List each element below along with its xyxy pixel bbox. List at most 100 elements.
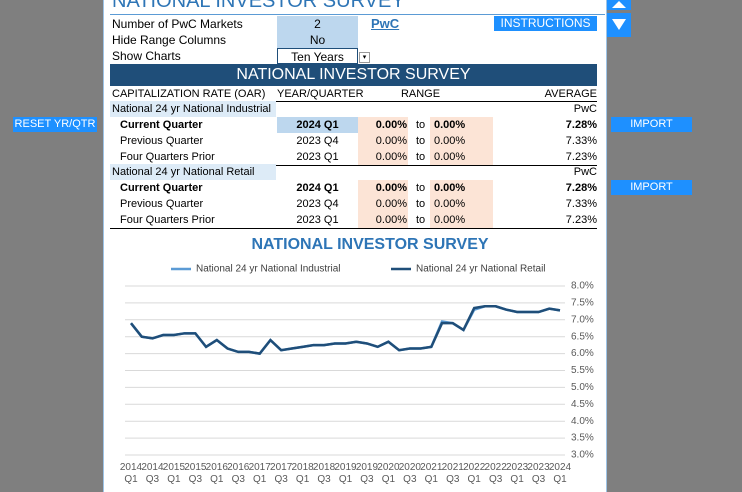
pwc-link[interactable]: PwC — [371, 16, 400, 31]
y-tick-label: 5.0% — [571, 382, 594, 393]
x-tick-label: 2016 Q1 — [205, 462, 228, 485]
y-tick-label: 7.5% — [571, 298, 594, 309]
rule — [110, 101, 597, 102]
legend-label: National 24 yr National Industrial — [196, 264, 341, 275]
setting-value[interactable]: No — [277, 32, 358, 48]
data-line — [130, 305, 561, 355]
average: 7.33% — [565, 198, 597, 210]
x-tick-label: 2019 Q3 — [355, 462, 379, 485]
y-tick-label: 3.5% — [571, 433, 594, 444]
x-tick-label: 2021 Q1 — [420, 462, 443, 485]
y-tick-label: 6.5% — [571, 331, 594, 342]
range-to: to — [416, 182, 426, 194]
setting-value[interactable]: 2 — [277, 16, 358, 32]
period[interactable]: 2024 Q1 — [277, 117, 358, 133]
period: 2023 Q4 — [296, 135, 339, 147]
period: 2023 Q1 — [296, 151, 339, 163]
x-tick-label: 2016 Q3 — [227, 462, 250, 485]
x-tick-label: 2021 Q3 — [441, 462, 464, 485]
chart: NATIONAL INVESTOR SURVEY 3.0% 3.5% 4.0% 4.5… — [125, 236, 594, 461]
x-tick-label: 2018 Q1 — [291, 462, 314, 485]
x-tick-label: 2024 Q1 — [548, 462, 572, 485]
group-name: National 24 yr National Retail — [110, 164, 276, 180]
x-tick-label: 2017 Q3 — [270, 462, 293, 485]
column-header: CAPITALIZATION RATE (OAR) — [112, 88, 266, 100]
rule — [110, 165, 597, 166]
average: 7.23% — [565, 151, 597, 163]
setting-label: Number of PwC Markets — [112, 17, 243, 31]
average: 7.28% — [565, 182, 597, 194]
rule — [110, 14, 605, 15]
scroll-buttons[interactable] — [606, 0, 632, 40]
range-high: 0.00% — [434, 135, 466, 147]
range-cell — [358, 212, 408, 228]
x-tick-label: 2020 Q3 — [398, 462, 421, 485]
range-high: 0.00% — [434, 198, 466, 210]
range-cell — [430, 149, 493, 165]
range-to: to — [416, 198, 426, 210]
chart-title: NATIONAL INVESTOR SURVEY — [251, 236, 488, 253]
average: 7.33% — [565, 135, 597, 147]
range-low: 0.00% — [375, 214, 407, 226]
group-name: National 24 yr National Industrial — [110, 101, 276, 117]
range-cell — [430, 117, 493, 133]
import-button[interactable]: IMPORT — [611, 180, 692, 195]
range-cell — [358, 149, 408, 165]
rate-label: Previous Quarter — [120, 135, 204, 147]
data-line — [130, 305, 561, 355]
y-tick-label: 3.0% — [571, 450, 594, 461]
period: 2023 Q4 — [296, 198, 339, 210]
instructions-button[interactable]: INSTRUCTIONS — [494, 16, 597, 31]
y-tick-label: 7.0% — [571, 314, 594, 325]
range-cell — [430, 196, 493, 212]
y-tick-label: 8.0% — [571, 281, 594, 292]
banner: NATIONAL INVESTOR SURVEY — [110, 64, 597, 86]
x-tick-label: 2023 Q1 — [505, 462, 529, 485]
range-cell — [358, 133, 408, 149]
range-low: 0.00% — [375, 182, 407, 194]
y-tick-label: 4.5% — [571, 399, 594, 410]
x-tick-label: 2017 Q1 — [248, 462, 271, 485]
column-header: RANGE — [400, 88, 441, 100]
dropdown-arrow: ▾ — [359, 52, 370, 63]
x-tick-label: 2015 Q3 — [184, 462, 207, 485]
group-source: PwC — [573, 166, 597, 178]
setting-label: Show Charts — [112, 49, 181, 63]
range-to: to — [416, 135, 426, 147]
rate-label: Current Quarter — [120, 119, 203, 131]
import-button[interactable]: IMPORT — [611, 117, 692, 132]
column-header: YEAR/QUARTER — [277, 88, 364, 100]
x-tick-label: 2019 Q1 — [334, 462, 357, 485]
range-cell — [358, 180, 408, 196]
x-tick-label: 2014 Q1 — [119, 462, 143, 485]
rule — [110, 228, 597, 229]
rate-label: Previous Quarter — [120, 198, 204, 210]
column-header: AVERAGE — [544, 88, 597, 100]
range-cell — [358, 196, 408, 212]
range-to: to — [416, 151, 426, 163]
y-tick-label: 6.0% — [571, 348, 594, 359]
y-tick-label: 4.0% — [571, 416, 594, 427]
x-tick-label: 2023 Q3 — [527, 462, 550, 485]
period[interactable]: 2024 Q1 — [296, 182, 339, 194]
sheet-title: NATIONAL INVESTOR SURVEY — [112, 0, 405, 12]
average: 7.23% — [565, 214, 597, 226]
rate-label: Four Quarters Prior — [120, 214, 215, 226]
y-tick-label: 5.5% — [571, 365, 594, 376]
range-high: 0.00% — [434, 151, 466, 163]
range-high: 0.00% — [434, 119, 466, 131]
setting-value[interactable]: Ten Years — [277, 48, 358, 64]
setting-label: Hide Range Columns — [112, 33, 227, 47]
x-tick-label: 2018 Q3 — [312, 462, 336, 485]
x-tick-label: 2020 Q1 — [377, 462, 400, 485]
x-tick-label: 2022 Q3 — [484, 462, 507, 485]
range-high: 0.00% — [434, 182, 466, 194]
range-cell — [358, 117, 408, 133]
legend-label: National 24 yr National Retail — [416, 264, 546, 275]
range-high: 0.00% — [434, 214, 466, 226]
range-low: 0.00% — [375, 135, 407, 147]
range-low: 0.00% — [375, 151, 407, 163]
range-cell — [430, 133, 493, 149]
reset-button[interactable]: RESET YR/QTR — [13, 117, 97, 132]
